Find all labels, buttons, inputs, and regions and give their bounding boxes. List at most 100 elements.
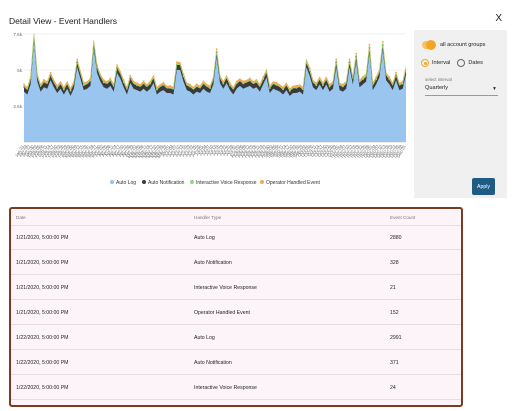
table-row[interactable]: 1/22/2020, 5:00:00 PM Auto Notification … (11, 351, 461, 375)
table-row[interactable]: 1/21/2020, 5:00:00 PM Auto Notification … (11, 251, 461, 275)
series-point (328, 85, 331, 88)
series-point (56, 86, 59, 89)
x-tick-label: Apr-11 (104, 143, 115, 157)
series-point (288, 88, 291, 90)
cell-date: 1/21/2020, 5:00:00 PM (16, 309, 69, 316)
cell-handler-type: Auto Notification (194, 259, 232, 266)
chart-svg: 7.5k 5k 2.5k Jan-21Jan-24Jan-27Jan-30Feb-02… (13, 32, 407, 186)
radio-interval[interactable] (421, 59, 429, 67)
series-point (76, 58, 79, 61)
series-point (322, 84, 324, 86)
x-tick-label: Jun-28 (190, 143, 201, 157)
close-icon[interactable]: X (495, 13, 502, 24)
table-row[interactable]: 1/22/2020, 5:00:00 PM Auto Log 2991 (11, 326, 461, 350)
series-point (62, 88, 65, 91)
x-tick-label: Jul-25 (221, 143, 231, 156)
series-point (202, 80, 205, 83)
series-point (149, 80, 152, 83)
series-point (89, 77, 92, 80)
series-point (242, 82, 245, 85)
radio-dates[interactable] (457, 59, 466, 67)
radio-dates-label: Dates (468, 60, 483, 66)
column-header-date[interactable]: Date (16, 214, 26, 220)
x-tick-label: Mar-18 (77, 143, 88, 158)
table-row[interactable]: 1/21/2020, 5:00:00 PM Auto Log 2880 (11, 226, 461, 250)
series-point (328, 83, 331, 86)
series-point (169, 84, 172, 87)
cell-event-count: 2880 (390, 234, 402, 241)
x-tick-label: Jun-01 (160, 143, 171, 157)
series-point (195, 85, 198, 88)
x-tick-label: Sep-17 (279, 143, 291, 158)
x-tick-label: May-11 (136, 143, 148, 158)
x-tick-label: Nov-28 (359, 143, 371, 158)
x-tick-label: Jul-13 (207, 143, 217, 156)
event-table: Date Handler Type Event Count 1/21/2020,… (9, 207, 463, 407)
x-tick-label: Sep-14 (276, 143, 288, 158)
x-tick-label: Dec-10 (372, 143, 384, 158)
x-tick-label: Sep-29 (293, 143, 305, 158)
x-tick-label: Oct-02 (296, 143, 307, 157)
series-point (122, 79, 125, 81)
series-area-auto-log (24, 41, 406, 143)
x-tick-label: Apr-23 (117, 143, 128, 157)
x-tick-label: Jul-04 (197, 143, 207, 156)
series-point (348, 60, 351, 63)
series-area-operator-handled-event (24, 33, 406, 91)
series-point (275, 81, 278, 84)
column-header-handler-type[interactable]: Handler Type (194, 214, 222, 220)
table-row[interactable]: 1/21/2020, 5:00:00 PM Operator Handled E… (11, 301, 461, 325)
x-tick-label: Nov-01 (329, 143, 341, 158)
series-point (395, 71, 397, 74)
apply-button[interactable]: Apply (472, 178, 495, 195)
table-header: Date Handler Type Event Count (11, 209, 461, 226)
x-tick-label: Jan-24 (17, 143, 28, 157)
cell-event-count: 371 (390, 359, 399, 366)
series-point (109, 77, 112, 80)
series-point (248, 79, 251, 82)
series-point (162, 84, 165, 86)
x-tick-label: Oct-29 (326, 143, 337, 157)
x-tick-label: May-05 (130, 143, 142, 158)
cell-event-count: 2991 (390, 334, 402, 341)
account-groups-toggle[interactable]: all account groups (422, 40, 485, 50)
table-row[interactable]: 1/22/2020, 5:00:00 PM Interactive Voice … (11, 376, 461, 400)
column-header-event-count[interactable]: Event Count (390, 214, 416, 220)
cell-handler-type: Operator Handled Event (194, 309, 250, 316)
series-point (255, 78, 258, 81)
series-point (162, 81, 165, 84)
series-point (282, 86, 284, 89)
cell-date: 1/21/2020, 5:00:00 PM (16, 234, 69, 241)
x-tick-label: May-23 (150, 143, 162, 158)
x-tick-label: Aug-06 (233, 143, 245, 158)
x-tick-label: Feb-17 (44, 143, 55, 158)
series-point (96, 66, 98, 69)
x-tick-label: Aug-03 (230, 143, 242, 158)
cell-handler-type: Auto Log (194, 334, 215, 341)
series-point (202, 82, 205, 85)
x-tick-label: Nov-04 (332, 143, 344, 158)
series-point (43, 81, 45, 83)
series-point (388, 76, 391, 78)
series-point (229, 82, 231, 85)
series-point (361, 78, 364, 81)
series-point (268, 85, 271, 87)
x-tick-label: May-02 (126, 143, 138, 158)
x-tick-label: Mar-30 (90, 143, 101, 158)
series-point (195, 83, 198, 86)
series-point (29, 78, 32, 80)
toggle-switch[interactable] (422, 40, 436, 50)
series-point (262, 76, 265, 78)
table-row[interactable]: 1/21/2020, 5:00:00 PM Interactive Voice … (11, 276, 461, 300)
interval-select[interactable]: Quarterly ▼ (425, 85, 498, 96)
x-tick-label: Jul-31 (227, 143, 237, 156)
x-tick-label: Mar-06 (64, 143, 75, 158)
cell-event-count: 21 (390, 284, 396, 291)
series-point (209, 87, 211, 90)
series-point (368, 43, 371, 46)
x-tick-label: Dec-28 (392, 143, 404, 158)
x-tick-label: Jun-22 (183, 143, 194, 157)
series-point (308, 69, 311, 72)
series-point (302, 86, 304, 89)
x-tick-label: May-14 (140, 143, 152, 158)
